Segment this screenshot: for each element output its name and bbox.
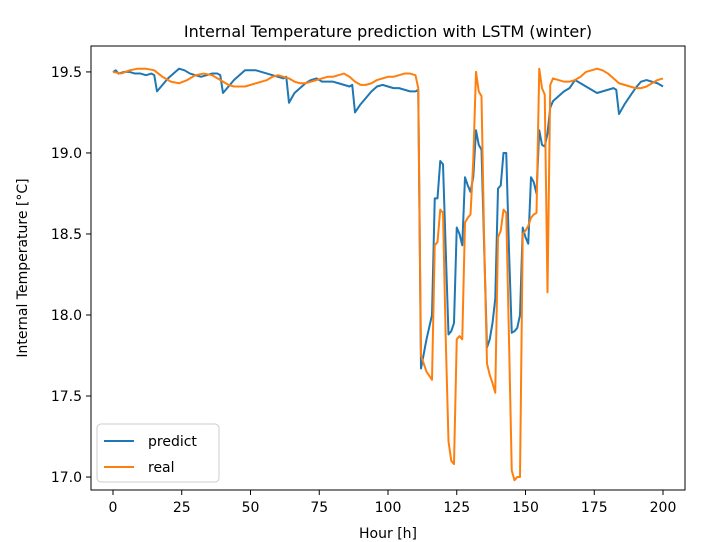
- y-tick-label: 17.0: [51, 470, 82, 486]
- series-line-predict: [112, 67, 664, 370]
- y-tick-label: 19.0: [51, 146, 82, 162]
- x-tick-label: 125: [443, 500, 470, 516]
- x-tick-label: 50: [242, 500, 260, 516]
- legend-label-real: real: [148, 460, 175, 476]
- series-line-real: [112, 67, 664, 482]
- chart-title: Internal Temperature prediction with LST…: [184, 22, 592, 41]
- y-axis-label: Internal Temperature [°C]: [15, 178, 31, 357]
- y-tick-label: 18.5: [51, 227, 82, 243]
- plot-area: [90, 45, 686, 491]
- x-tick-label: 175: [581, 500, 608, 516]
- x-axis-label: Hour [h]: [359, 526, 417, 542]
- axes-frame: [90, 45, 686, 491]
- legend: predict real: [96, 423, 220, 483]
- x-tick-label: 150: [512, 500, 539, 516]
- x-axis-ticks: 0 25 50 75 100 125 150 175 200: [109, 490, 677, 516]
- x-tick-label: 0: [109, 500, 118, 516]
- x-tick-label: 200: [650, 500, 677, 516]
- y-tick-label: 17.5: [51, 389, 82, 405]
- x-tick-label: 100: [375, 500, 402, 516]
- y-tick-label: 19.5: [51, 65, 82, 81]
- y-axis-ticks: 17.0 17.5 18.0 18.5 19.0 19.5: [51, 65, 91, 486]
- y-tick-label: 18.0: [51, 308, 82, 324]
- series-lines: [112, 67, 664, 482]
- legend-label-predict: predict: [148, 434, 197, 450]
- x-tick-label: 25: [173, 500, 191, 516]
- x-tick-label: 75: [310, 500, 328, 516]
